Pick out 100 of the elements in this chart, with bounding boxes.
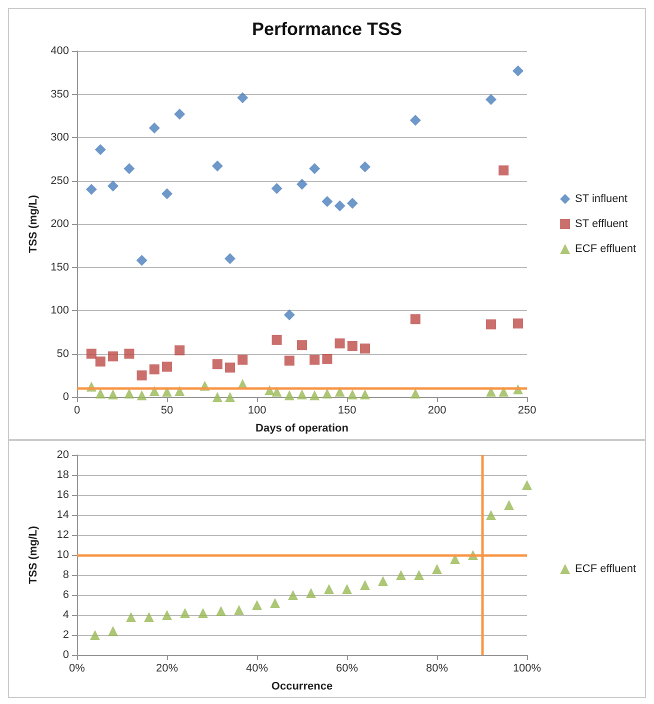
legend-label: ECF effluent — [575, 563, 636, 575]
x-axis-title: Days of operation — [256, 422, 349, 434]
point — [162, 188, 172, 200]
point — [347, 389, 358, 400]
point — [296, 178, 308, 190]
point — [284, 356, 294, 366]
point — [334, 338, 345, 348]
point — [212, 392, 222, 402]
point — [322, 196, 333, 208]
point — [486, 510, 496, 520]
y-tick-label: 12 — [56, 529, 69, 541]
y-tick-label: 8 — [62, 569, 69, 581]
point — [410, 314, 420, 324]
x-tick-label: 0 — [74, 404, 80, 416]
point — [224, 253, 236, 264]
x-tick-label: 100 — [248, 404, 266, 416]
y-tick-label: 100 — [50, 304, 69, 316]
point — [322, 388, 332, 399]
point — [238, 354, 248, 365]
point — [322, 354, 332, 364]
point — [234, 605, 244, 615]
x-tick-label: 200 — [428, 404, 446, 416]
point — [94, 144, 106, 156]
y-tick-label: 20 — [56, 449, 69, 461]
point — [410, 114, 421, 126]
point — [108, 351, 118, 362]
x-tick-label: 0% — [69, 662, 86, 674]
point — [237, 92, 248, 104]
point — [272, 386, 282, 397]
point — [360, 161, 370, 172]
point — [95, 388, 106, 399]
y-tick-label: 200 — [50, 218, 69, 230]
point — [513, 318, 523, 328]
y-tick-label: 6 — [62, 589, 69, 601]
point — [284, 309, 295, 320]
point — [180, 608, 190, 618]
y-tick-label: 300 — [50, 132, 69, 144]
point — [347, 340, 358, 351]
point — [270, 598, 280, 608]
x-axis-title: Occurrence — [271, 680, 333, 692]
point — [360, 344, 370, 354]
y-tick-label: 18 — [56, 469, 69, 481]
point — [360, 580, 370, 590]
chart-title: Performance TSS — [252, 19, 402, 39]
point — [297, 340, 307, 350]
point — [272, 334, 282, 345]
x-tick-label: 60% — [336, 662, 358, 674]
point — [498, 165, 509, 176]
y-tick-label: 10 — [56, 549, 69, 561]
point — [90, 630, 100, 640]
point — [108, 180, 118, 192]
point — [124, 388, 134, 399]
y-tick-label: 0 — [62, 391, 69, 403]
point — [149, 364, 160, 374]
point — [212, 160, 223, 172]
y-tick-label: 16 — [56, 489, 69, 501]
point — [216, 606, 226, 616]
point — [144, 612, 154, 622]
legend-label: ST effluent — [575, 218, 628, 230]
point — [504, 500, 514, 510]
point — [136, 370, 147, 380]
point — [498, 386, 509, 397]
point — [136, 254, 148, 266]
x-tick-label: 20% — [156, 662, 178, 674]
point — [271, 183, 282, 194]
point — [162, 610, 172, 620]
point — [522, 480, 532, 490]
x-tick-label: 250 — [518, 404, 536, 416]
y-tick-label: 150 — [50, 261, 69, 274]
point — [309, 163, 320, 174]
x-tick-label: 150 — [338, 404, 356, 416]
point — [310, 390, 320, 400]
point — [212, 359, 222, 370]
point — [198, 608, 208, 618]
point — [306, 588, 316, 598]
point — [288, 590, 298, 600]
y-tick-label: 400 — [50, 45, 69, 57]
point — [162, 362, 172, 372]
x-tick-label: 40% — [246, 662, 268, 674]
point — [342, 584, 352, 594]
point — [86, 348, 96, 359]
point — [432, 564, 442, 574]
point — [252, 600, 262, 610]
x-tick-label: 100% — [512, 662, 542, 674]
legend-label: ST influent — [575, 193, 628, 205]
point — [486, 319, 496, 330]
point — [334, 386, 345, 397]
legend-label: ECF effluent — [575, 243, 636, 255]
y-tick-label: 250 — [50, 174, 69, 187]
point — [86, 184, 97, 195]
x-tick-label: 80% — [426, 662, 448, 674]
point — [414, 570, 424, 580]
point — [512, 65, 524, 76]
y-tick-label: 350 — [50, 88, 69, 100]
y-tick-label: 4 — [62, 609, 69, 621]
y-tick-label: 50 — [56, 348, 69, 360]
point — [126, 612, 136, 622]
point — [148, 122, 160, 134]
point — [284, 390, 294, 400]
point — [324, 584, 334, 594]
